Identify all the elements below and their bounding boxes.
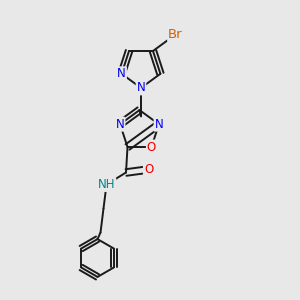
Text: NH: NH — [98, 178, 115, 191]
Text: N: N — [116, 118, 124, 131]
Text: N: N — [154, 118, 163, 131]
Text: N: N — [117, 67, 126, 80]
Text: N: N — [136, 81, 146, 94]
Text: O: O — [147, 140, 156, 154]
Text: Br: Br — [168, 28, 183, 41]
Text: O: O — [144, 163, 153, 176]
